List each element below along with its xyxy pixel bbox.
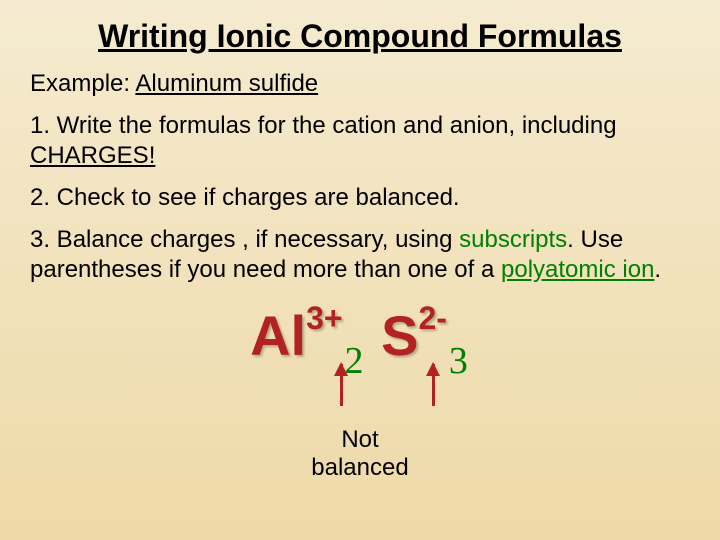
arrow-right: [432, 364, 435, 406]
slide-title: Writing Ionic Compound Formulas: [30, 18, 690, 55]
example-line: Example: Aluminum sulfide: [30, 69, 690, 99]
not-balanced-1: Not: [341, 426, 378, 453]
step-3-e: .: [654, 256, 661, 283]
step-1: 1. Write the formulas for the cation and…: [30, 111, 690, 171]
not-balanced-label: Not balanced: [311, 426, 408, 481]
not-balanced-2: balanced: [311, 454, 408, 481]
arrows-region: [0, 364, 720, 424]
step-3-polyatomic: polyatomic ion: [501, 256, 654, 283]
arrow-left: [340, 364, 343, 406]
step-3: 3. Balance charges , if necessary, using…: [30, 225, 690, 285]
chem-formula: Al3+2 S2-3: [250, 303, 470, 368]
element-1: Al: [250, 304, 306, 367]
slide: Writing Ionic Compound Formulas Example:…: [0, 0, 720, 540]
element-2: S: [381, 304, 418, 367]
step-3-a: 3. Balance charges , if necessary, using: [30, 226, 459, 253]
step-3-subscripts: subscripts: [459, 226, 567, 253]
charge-2: 2-: [418, 300, 446, 336]
step-2: 2. Check to see if charges are balanced.: [30, 183, 690, 213]
formula-container: Al3+2 S2-3 Not balanced: [30, 297, 690, 481]
example-prefix: Example:: [30, 70, 135, 97]
step-1-charges: CHARGES!: [30, 142, 155, 169]
chemical-formula: Al3+2 S2-3: [250, 303, 470, 368]
step-1-text: 1. Write the formulas for the cation and…: [30, 112, 617, 139]
charge-1: 3+: [306, 300, 342, 336]
example-compound: Aluminum sulfide: [135, 70, 318, 97]
